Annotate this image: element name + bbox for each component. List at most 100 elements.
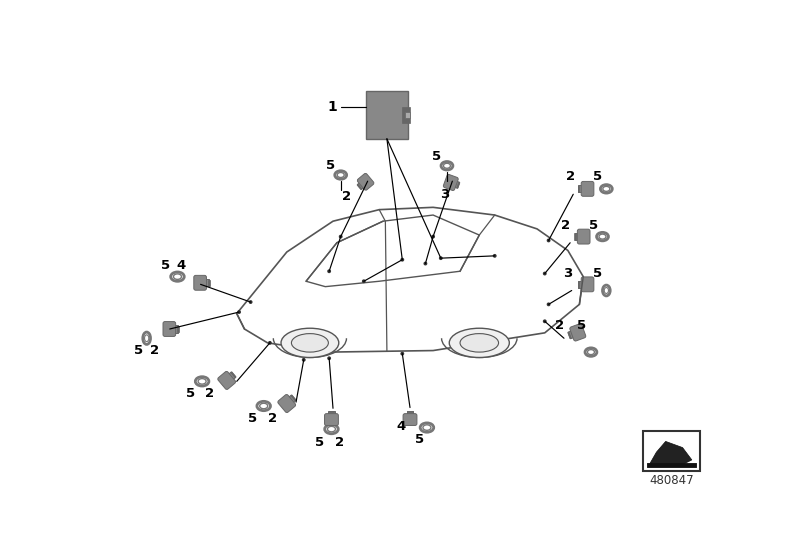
Text: 480847: 480847 [649,474,694,487]
Bar [328,411,334,420]
Circle shape [327,269,331,273]
Text: 4: 4 [177,259,186,272]
Circle shape [249,300,253,304]
FancyBboxPatch shape [358,174,374,190]
Circle shape [302,358,306,362]
Ellipse shape [603,186,610,192]
Ellipse shape [587,349,594,354]
Bar [574,234,575,240]
Text: 5: 5 [162,259,170,272]
Bar [450,179,460,188]
Circle shape [543,319,546,323]
Polygon shape [650,441,692,464]
Ellipse shape [260,403,268,409]
Bar [224,372,236,383]
Text: 5: 5 [594,170,602,183]
FancyBboxPatch shape [403,414,417,426]
Polygon shape [237,207,583,352]
Bar [178,326,179,332]
Polygon shape [306,215,479,287]
Bar [169,325,178,333]
Text: 5: 5 [589,218,598,231]
Ellipse shape [604,287,609,293]
Bar [578,281,588,288]
Bar [406,411,414,420]
Bar [291,395,296,401]
FancyBboxPatch shape [582,277,594,292]
Bar [568,329,579,339]
Text: 2: 2 [268,412,278,425]
Bar [231,372,236,377]
Circle shape [493,254,497,258]
Ellipse shape [145,335,149,342]
Text: 4: 4 [396,419,406,432]
Bar [405,112,410,118]
Text: 5: 5 [186,387,195,400]
Text: 2: 2 [206,387,214,400]
Bar [358,179,368,190]
FancyBboxPatch shape [443,174,458,190]
Ellipse shape [281,328,338,357]
Text: 5: 5 [326,159,335,172]
Bar [200,279,209,286]
FancyBboxPatch shape [570,324,586,341]
FancyBboxPatch shape [278,394,296,413]
Circle shape [268,341,272,345]
Ellipse shape [599,234,606,239]
Text: 2: 2 [150,344,159,357]
Ellipse shape [460,334,498,352]
Circle shape [431,235,435,239]
Bar [357,184,362,190]
Circle shape [439,256,442,260]
Text: 5: 5 [414,433,424,446]
Ellipse shape [198,379,206,384]
Text: 5: 5 [315,436,325,450]
Bar [208,279,210,286]
Circle shape [400,258,404,262]
Circle shape [327,356,331,360]
Text: 5: 5 [577,319,586,332]
Bar [578,281,579,287]
Bar [578,185,588,193]
Text: 5: 5 [432,150,442,163]
Text: 2: 2 [561,218,570,231]
Ellipse shape [423,425,431,430]
Bar [457,182,460,188]
Bar [574,233,584,240]
Text: 5: 5 [593,267,602,280]
Circle shape [362,279,366,283]
Bar [284,395,296,407]
Bar [402,107,410,123]
FancyBboxPatch shape [578,229,590,244]
Text: 2: 2 [555,319,564,332]
FancyBboxPatch shape [163,321,176,337]
Circle shape [237,310,241,314]
Text: 2: 2 [334,436,344,450]
Circle shape [423,262,427,265]
FancyBboxPatch shape [582,181,594,197]
Text: 2: 2 [342,190,351,203]
Circle shape [546,239,550,242]
Ellipse shape [450,328,510,357]
Bar [407,411,413,412]
Circle shape [543,272,546,276]
Bar [578,186,579,192]
Circle shape [338,235,342,239]
Text: 2: 2 [566,170,574,183]
FancyBboxPatch shape [194,276,206,290]
Circle shape [400,352,404,356]
Text: 3: 3 [440,188,450,200]
Bar [642,431,700,470]
Bar [568,332,571,339]
Ellipse shape [337,172,344,178]
Ellipse shape [443,164,450,168]
Circle shape [546,302,550,306]
FancyBboxPatch shape [218,371,236,390]
Ellipse shape [174,274,182,279]
Ellipse shape [327,426,335,432]
Text: 5: 5 [134,344,143,357]
Text: 5: 5 [248,412,258,425]
Text: 3: 3 [563,267,573,280]
Ellipse shape [291,334,328,352]
FancyBboxPatch shape [325,414,338,426]
